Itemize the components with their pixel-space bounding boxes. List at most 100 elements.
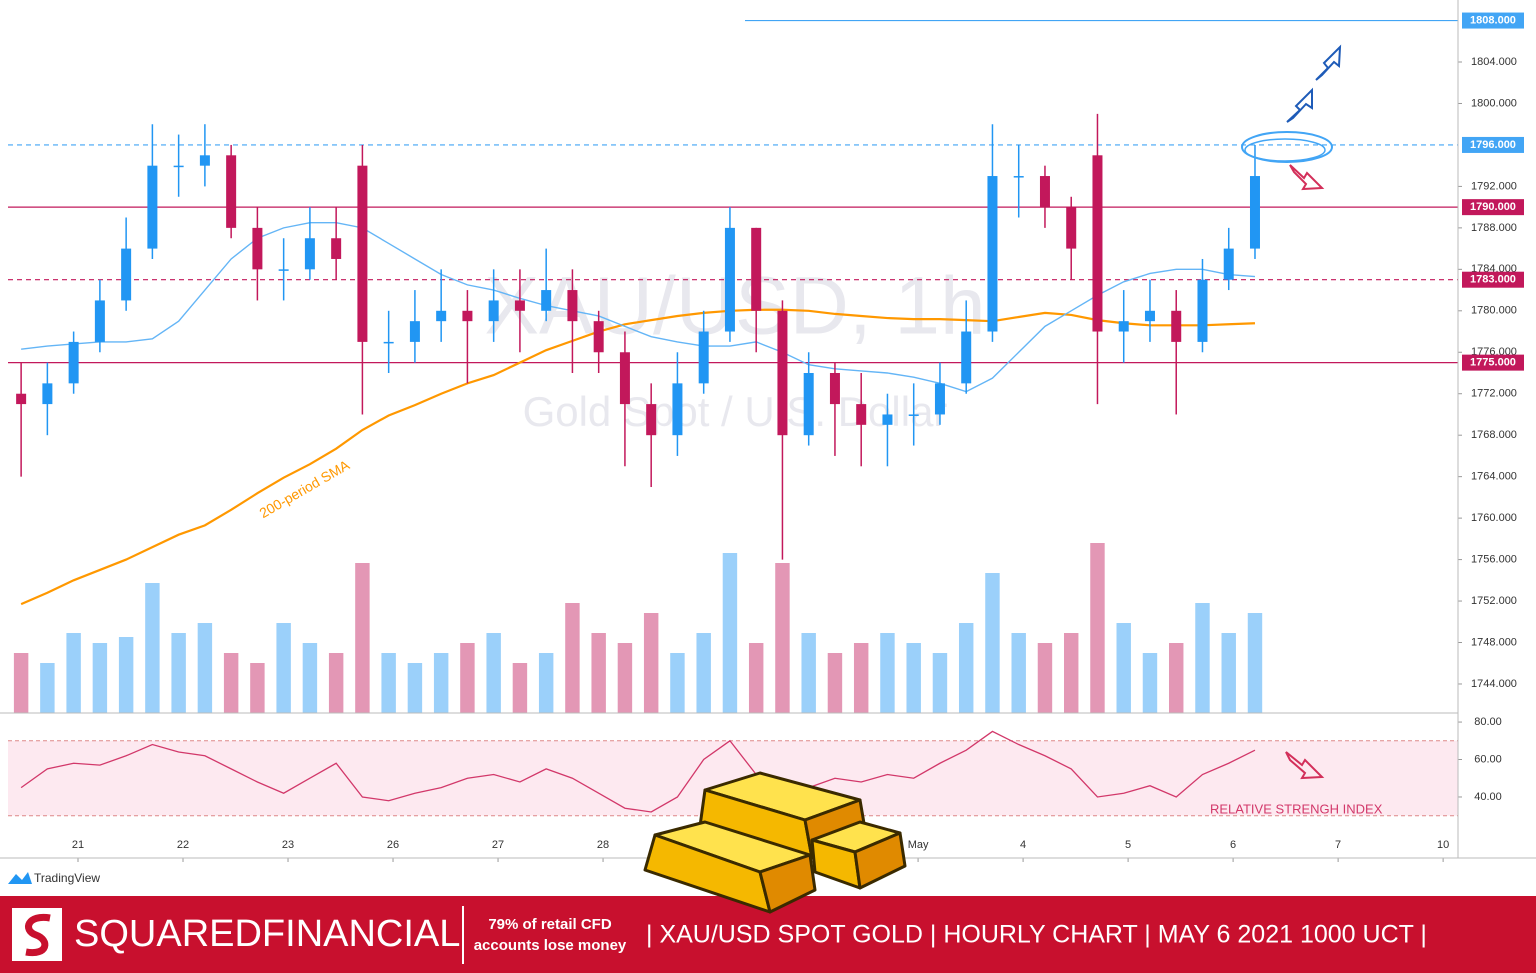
x-tick-label: 23 (282, 839, 294, 851)
candle-body (1092, 155, 1103, 332)
volume-bar (1037, 643, 1053, 713)
candle-body (698, 331, 709, 384)
x-tick-label: 21 (72, 839, 84, 851)
volume-bar (355, 563, 370, 713)
volume-bar (748, 643, 764, 713)
volume-bar (1063, 633, 1079, 713)
candle-body (856, 404, 867, 425)
volume-bar (171, 633, 186, 713)
down-arrow (1285, 751, 1325, 780)
candle-body (672, 383, 683, 436)
volume-bar (276, 623, 291, 713)
candle-body (1171, 310, 1182, 342)
volume-bar (328, 653, 344, 713)
level-label: 1783.000 (1470, 274, 1516, 286)
volume-bar (1195, 603, 1210, 713)
x-tick-label: 4 (1020, 839, 1026, 851)
x-tick-label: 28 (597, 839, 609, 851)
up-arrow (1286, 87, 1313, 123)
x-tick-label: 22 (177, 839, 189, 851)
candle-body (1223, 248, 1234, 280)
y-tick-label: 1744.000 (1471, 678, 1517, 690)
candle-body (1039, 176, 1050, 208)
volume-bar (670, 653, 685, 713)
volume-bar (1116, 623, 1131, 713)
candle-body (751, 227, 762, 311)
volume-bar (932, 653, 948, 713)
rsi-tick-label: 80.00 (1474, 716, 1502, 728)
level-label: 1808.000 (1470, 14, 1516, 26)
candle-body (567, 290, 578, 322)
volume-bar (486, 633, 501, 713)
y-tick-label: 1804.000 (1471, 56, 1517, 68)
volume-bar (92, 643, 108, 713)
risk-warning: accounts lose money (474, 937, 627, 954)
x-tick-label: 27 (492, 839, 504, 851)
candle-body (777, 310, 788, 436)
candle-body (278, 269, 289, 271)
annotation-arrows (1241, 44, 1342, 780)
gold-bars (643, 771, 907, 914)
candle-body (803, 372, 814, 436)
y-tick-label: 1768.000 (1471, 429, 1517, 441)
y-tick-label: 1760.000 (1471, 512, 1517, 524)
volume-bar (1090, 543, 1105, 713)
volume-bar (223, 653, 239, 713)
volume-bar (775, 563, 790, 713)
risk-warning: 79% of retail CFD (488, 916, 612, 933)
y-tick-label: 1780.000 (1471, 305, 1517, 317)
candle-body (541, 290, 552, 311)
candle-body (462, 310, 473, 322)
level-tag (1462, 354, 1524, 371)
volume-bar (460, 643, 475, 713)
volume-bar (145, 583, 160, 713)
candle-body (42, 383, 53, 405)
y-tick-label: 1772.000 (1471, 388, 1517, 400)
volume-bar (853, 643, 869, 713)
level-tag (1462, 271, 1524, 288)
rsi-line (20, 730, 1256, 813)
level-label: 1775.000 (1470, 357, 1516, 369)
candle-body (252, 227, 263, 270)
level-label: 1790.000 (1470, 201, 1516, 213)
volume-bar (1247, 613, 1263, 713)
volume-bar (197, 623, 213, 713)
candle-body (619, 352, 630, 405)
level-label: 1796.000 (1470, 139, 1516, 151)
volume-bar (66, 633, 81, 713)
candle-body (1144, 310, 1155, 322)
volume-bar (1011, 633, 1026, 713)
candle-body (409, 321, 420, 342)
plot: 1744.000 1748.000 1752.000 1756.000 1760.000… (8, 19, 1517, 862)
x-tick-label: 5 (1125, 839, 1131, 851)
candle-body (173, 165, 184, 168)
candle-body (829, 372, 840, 405)
candle-body (68, 341, 79, 384)
candle-body (1013, 176, 1024, 178)
rsi-tick-label: 60.00 (1474, 753, 1502, 765)
candle-body (304, 238, 315, 270)
source: TradingView (34, 871, 100, 885)
candle-body (646, 404, 657, 436)
down-arrow (1289, 164, 1325, 191)
x-tick-label: May (908, 839, 929, 851)
candle-body (488, 300, 499, 322)
volume-bar (250, 663, 265, 713)
highlight-ellipse (1241, 131, 1333, 163)
candle-body (357, 165, 368, 342)
candle-body (121, 248, 132, 301)
volume-bar (591, 633, 606, 713)
rsi-tick-label: 40.00 (1474, 791, 1502, 803)
volume-bar (617, 643, 633, 713)
volume-bar (13, 653, 29, 713)
candle-body (882, 414, 893, 425)
volume-bar (118, 637, 134, 713)
volume-bar (40, 663, 55, 713)
volume-bar (407, 663, 423, 713)
moving-average (20, 308, 1256, 606)
volume-bar (1221, 633, 1236, 713)
y-tick-label: 1792.000 (1471, 180, 1517, 192)
volume-bar (985, 573, 1000, 713)
